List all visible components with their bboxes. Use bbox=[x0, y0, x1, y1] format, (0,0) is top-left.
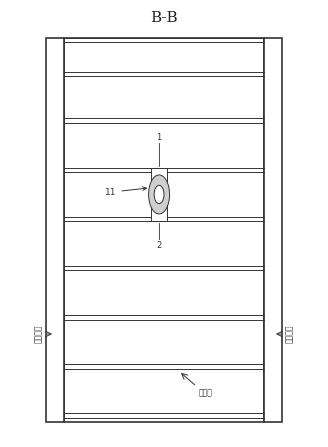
Text: 弦支撑: 弦支撑 bbox=[198, 388, 212, 397]
Text: B-B: B-B bbox=[150, 11, 178, 25]
Bar bbox=[151, 168, 167, 221]
Text: 2: 2 bbox=[156, 241, 162, 250]
Ellipse shape bbox=[149, 175, 170, 214]
Ellipse shape bbox=[154, 186, 164, 203]
Bar bbox=[64, 38, 264, 422]
Bar bbox=[264, 38, 282, 422]
Text: 围护结构: 围护结构 bbox=[34, 325, 43, 343]
Text: 11: 11 bbox=[105, 187, 146, 197]
Text: 1: 1 bbox=[156, 133, 162, 142]
Text: 围护结构: 围护结构 bbox=[285, 325, 294, 343]
Bar bbox=[46, 38, 64, 422]
